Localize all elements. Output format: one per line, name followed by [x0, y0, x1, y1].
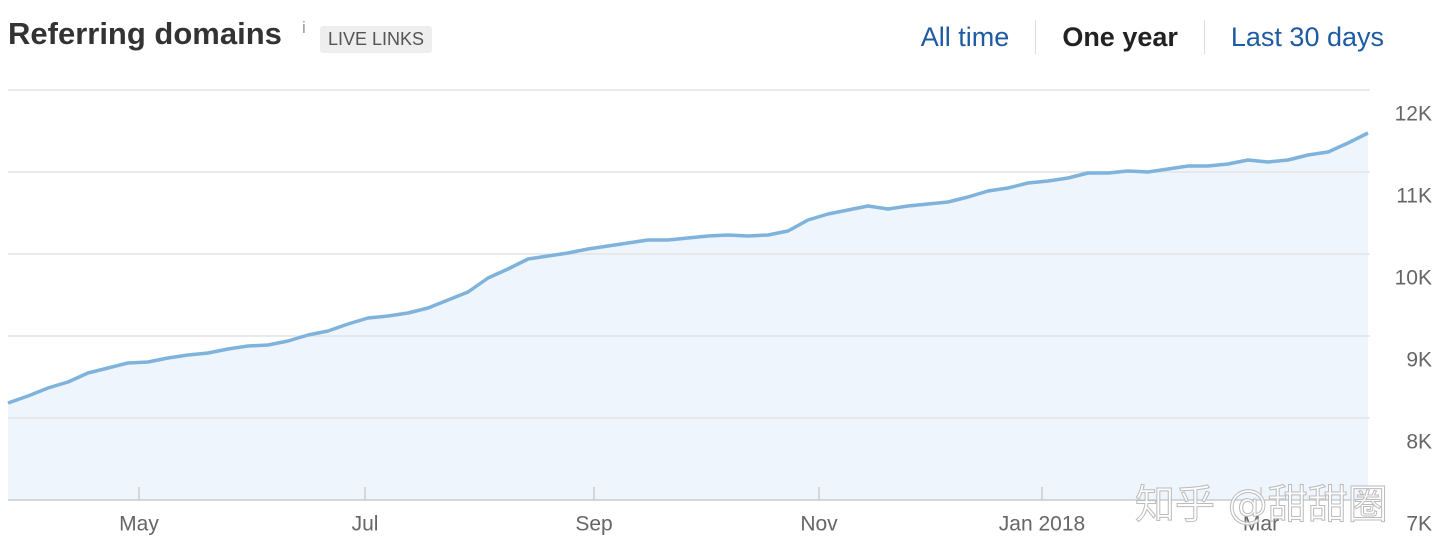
area: [8, 133, 1368, 500]
x-tick-label: May: [119, 513, 159, 536]
x-tick-label: Jan 2018: [999, 513, 1085, 536]
x-tick-label: Mar: [1243, 513, 1279, 536]
x-tick-label: Jul: [352, 513, 379, 536]
header: Referring domains i LIVE LINKS All time O…: [0, 0, 1440, 80]
tab[interactable]: Last 30 days: [1203, 20, 1410, 54]
badge: LIVE LINKS: [320, 26, 433, 53]
tab[interactable]: One year: [1035, 20, 1204, 54]
line: [7, 131, 1369, 405]
tab[interactable]: All time: [920, 22, 1010, 52]
y-tick-label: 7K: [1406, 513, 1432, 536]
watermark: 知乎 @甜甜圈: [1135, 482, 1389, 529]
x-tick-label: Sep: [575, 513, 612, 536]
y-tick-label: 12K: [1395, 103, 1432, 126]
y-tick-label: 8K: [1406, 431, 1432, 454]
info-icon[interactable]: i: [302, 18, 306, 37]
title: Referring domains: [8, 16, 282, 51]
y-tick-label: 9K: [1406, 349, 1432, 372]
y-tick-label: 10K: [1395, 267, 1432, 290]
x-tick-label: Nov: [800, 513, 838, 536]
y-tick-label: 11K: [1396, 185, 1432, 208]
tabs: All time One year Last 30 days: [895, 20, 1410, 54]
